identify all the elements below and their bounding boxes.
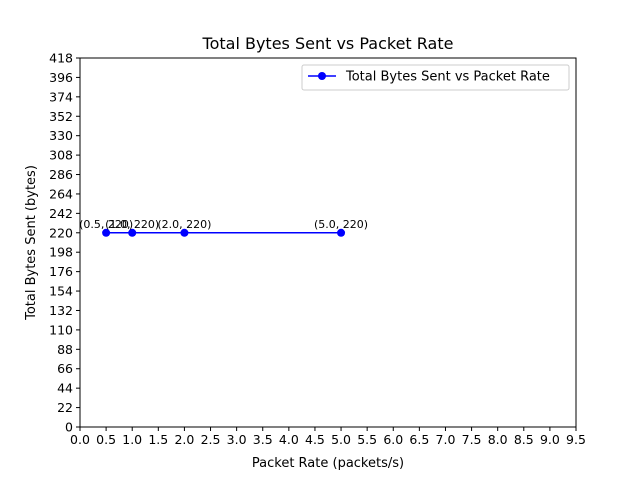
x-tick-label: 7.5 xyxy=(462,432,482,447)
y-tick-label: 242 xyxy=(49,206,73,221)
data-point xyxy=(337,228,346,237)
y-tick-label: 154 xyxy=(49,284,73,299)
x-tick-label: 1.5 xyxy=(148,432,168,447)
y-tick-label: 110 xyxy=(49,322,73,337)
x-tick-label: 0.0 xyxy=(70,432,90,447)
data-label: (5.0, 220) xyxy=(314,218,368,231)
x-tick-label: 3.5 xyxy=(253,432,273,447)
x-tick-label: 5.0 xyxy=(331,432,351,447)
chart-title: Total Bytes Sent vs Packet Rate xyxy=(202,34,454,53)
x-tick-label: 6.0 xyxy=(383,432,403,447)
y-tick-label: 44 xyxy=(57,381,73,396)
x-tick-label: 4.0 xyxy=(279,432,299,447)
x-tick-label: 9.5 xyxy=(566,432,586,447)
y-tick-label: 88 xyxy=(57,342,73,357)
y-tick-label: 264 xyxy=(49,186,73,201)
y-axis-ticks: 0 22 44 66 88 110 132 154 176 198 220 242 264 286 308 3… xyxy=(49,51,80,435)
plot-frame xyxy=(79,57,577,428)
data-point xyxy=(180,228,189,237)
y-tick-label: 418 xyxy=(49,51,73,66)
y-tick-label: 220 xyxy=(49,225,73,240)
x-axis-ticks: 0.0 0.5 1.0 1.5 2.0 2.5 3.0 3.5 4.0 4.5 5.0 5.5 6.0 6… xyxy=(70,427,586,447)
x-tick-label: 8.0 xyxy=(488,432,508,447)
x-tick-label: 8.5 xyxy=(514,432,534,447)
y-tick-label: 0 xyxy=(65,420,73,435)
x-tick-label: 0.5 xyxy=(96,432,116,447)
data-label: (2.0, 220) xyxy=(157,218,211,231)
y-tick-label: 396 xyxy=(49,70,73,85)
y-tick-label: 22 xyxy=(57,400,73,415)
y-tick-label: 132 xyxy=(49,303,73,318)
y-tick-label: 286 xyxy=(49,167,73,182)
data-label: (1.0, 220) xyxy=(105,218,159,231)
y-tick-label: 176 xyxy=(49,264,73,279)
x-tick-label: 9.0 xyxy=(540,432,560,447)
y-tick-label: 352 xyxy=(49,109,73,124)
x-tick-label: 6.5 xyxy=(409,432,429,447)
x-tick-label: 2.5 xyxy=(201,432,221,447)
y-tick-label: 374 xyxy=(49,89,73,104)
x-tick-label: 4.5 xyxy=(305,432,325,447)
data-label: (0.5, 220) xyxy=(79,218,133,231)
x-tick-label: 3.0 xyxy=(227,432,247,447)
data-point xyxy=(102,228,111,237)
x-tick-label: 5.5 xyxy=(357,432,377,447)
legend: Total Bytes Sent vs Packet Rate xyxy=(301,64,570,91)
x-tick-label: 1.0 xyxy=(122,432,142,447)
legend-box xyxy=(301,64,570,91)
y-tick-label: 198 xyxy=(49,245,73,260)
series-layer: (0.5, 220)(1.0, 220)(2.0, 220) (5.0, 220) xyxy=(79,218,368,237)
data-point xyxy=(128,228,137,237)
x-tick-label: 7.0 xyxy=(436,432,456,447)
legend-marker-sample xyxy=(318,72,326,80)
y-axis-title: Total Bytes Sent (bytes) xyxy=(24,165,39,321)
x-axis-title: Packet Rate (packets/s) xyxy=(252,456,404,471)
y-tick-label: 330 xyxy=(49,128,73,143)
y-tick-label: 308 xyxy=(49,148,73,163)
x-tick-label: 2.0 xyxy=(174,432,194,447)
legend-label: Total Bytes Sent vs Packet Rate xyxy=(345,70,550,85)
y-tick-label: 66 xyxy=(57,361,73,376)
